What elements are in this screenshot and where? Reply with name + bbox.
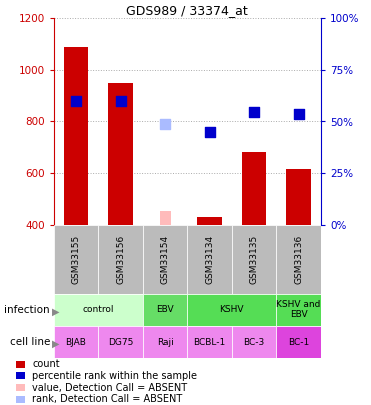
Text: EBV: EBV <box>156 305 174 314</box>
Bar <box>286 169 311 225</box>
Text: infection: infection <box>4 305 50 315</box>
Text: GSM33136: GSM33136 <box>294 234 303 284</box>
Text: BC-1: BC-1 <box>288 338 309 347</box>
Point <box>207 129 213 135</box>
Text: GSM33156: GSM33156 <box>116 234 125 284</box>
Bar <box>143 294 187 326</box>
Text: BJAB: BJAB <box>66 338 86 347</box>
Text: ▶: ▶ <box>52 339 59 349</box>
Point <box>296 111 302 117</box>
Bar <box>64 47 88 225</box>
Bar <box>160 211 171 225</box>
Text: cell line: cell line <box>10 337 50 347</box>
Bar <box>54 294 143 326</box>
Bar <box>187 294 276 326</box>
Text: percentile rank within the sample: percentile rank within the sample <box>32 371 197 381</box>
Bar <box>276 326 321 358</box>
Text: GSM33155: GSM33155 <box>72 234 81 284</box>
Text: BCBL-1: BCBL-1 <box>194 338 226 347</box>
Bar <box>143 326 187 358</box>
Bar <box>187 326 232 358</box>
Bar <box>143 225 187 294</box>
Bar <box>16 396 25 403</box>
Point <box>118 98 124 104</box>
Bar <box>16 384 25 391</box>
Text: BC-3: BC-3 <box>243 338 265 347</box>
Bar <box>16 373 25 379</box>
Text: DG75: DG75 <box>108 338 133 347</box>
Bar <box>242 152 266 225</box>
Bar <box>276 225 321 294</box>
Bar <box>187 225 232 294</box>
Bar <box>232 225 276 294</box>
Point <box>251 109 257 116</box>
Bar <box>54 225 98 294</box>
Text: GSM33135: GSM33135 <box>250 234 259 284</box>
Text: Raji: Raji <box>157 338 174 347</box>
Bar <box>197 217 222 225</box>
Text: value, Detection Call = ABSENT: value, Detection Call = ABSENT <box>32 383 187 392</box>
Text: KSHV: KSHV <box>220 305 244 314</box>
Title: GDS989 / 33374_at: GDS989 / 33374_at <box>127 4 248 17</box>
Text: count: count <box>32 359 60 369</box>
Text: rank, Detection Call = ABSENT: rank, Detection Call = ABSENT <box>32 394 183 404</box>
Bar <box>54 326 98 358</box>
Text: KSHV and
EBV: KSHV and EBV <box>276 301 321 319</box>
Text: control: control <box>83 305 114 314</box>
Bar <box>276 294 321 326</box>
Bar <box>98 326 143 358</box>
Bar <box>98 225 143 294</box>
Bar <box>232 326 276 358</box>
Point <box>73 98 79 104</box>
Text: GSM33134: GSM33134 <box>205 234 214 284</box>
Bar <box>16 361 25 368</box>
Bar <box>108 83 133 225</box>
Text: ▶: ▶ <box>52 307 59 317</box>
Point <box>162 121 168 127</box>
Text: GSM33154: GSM33154 <box>161 234 170 284</box>
